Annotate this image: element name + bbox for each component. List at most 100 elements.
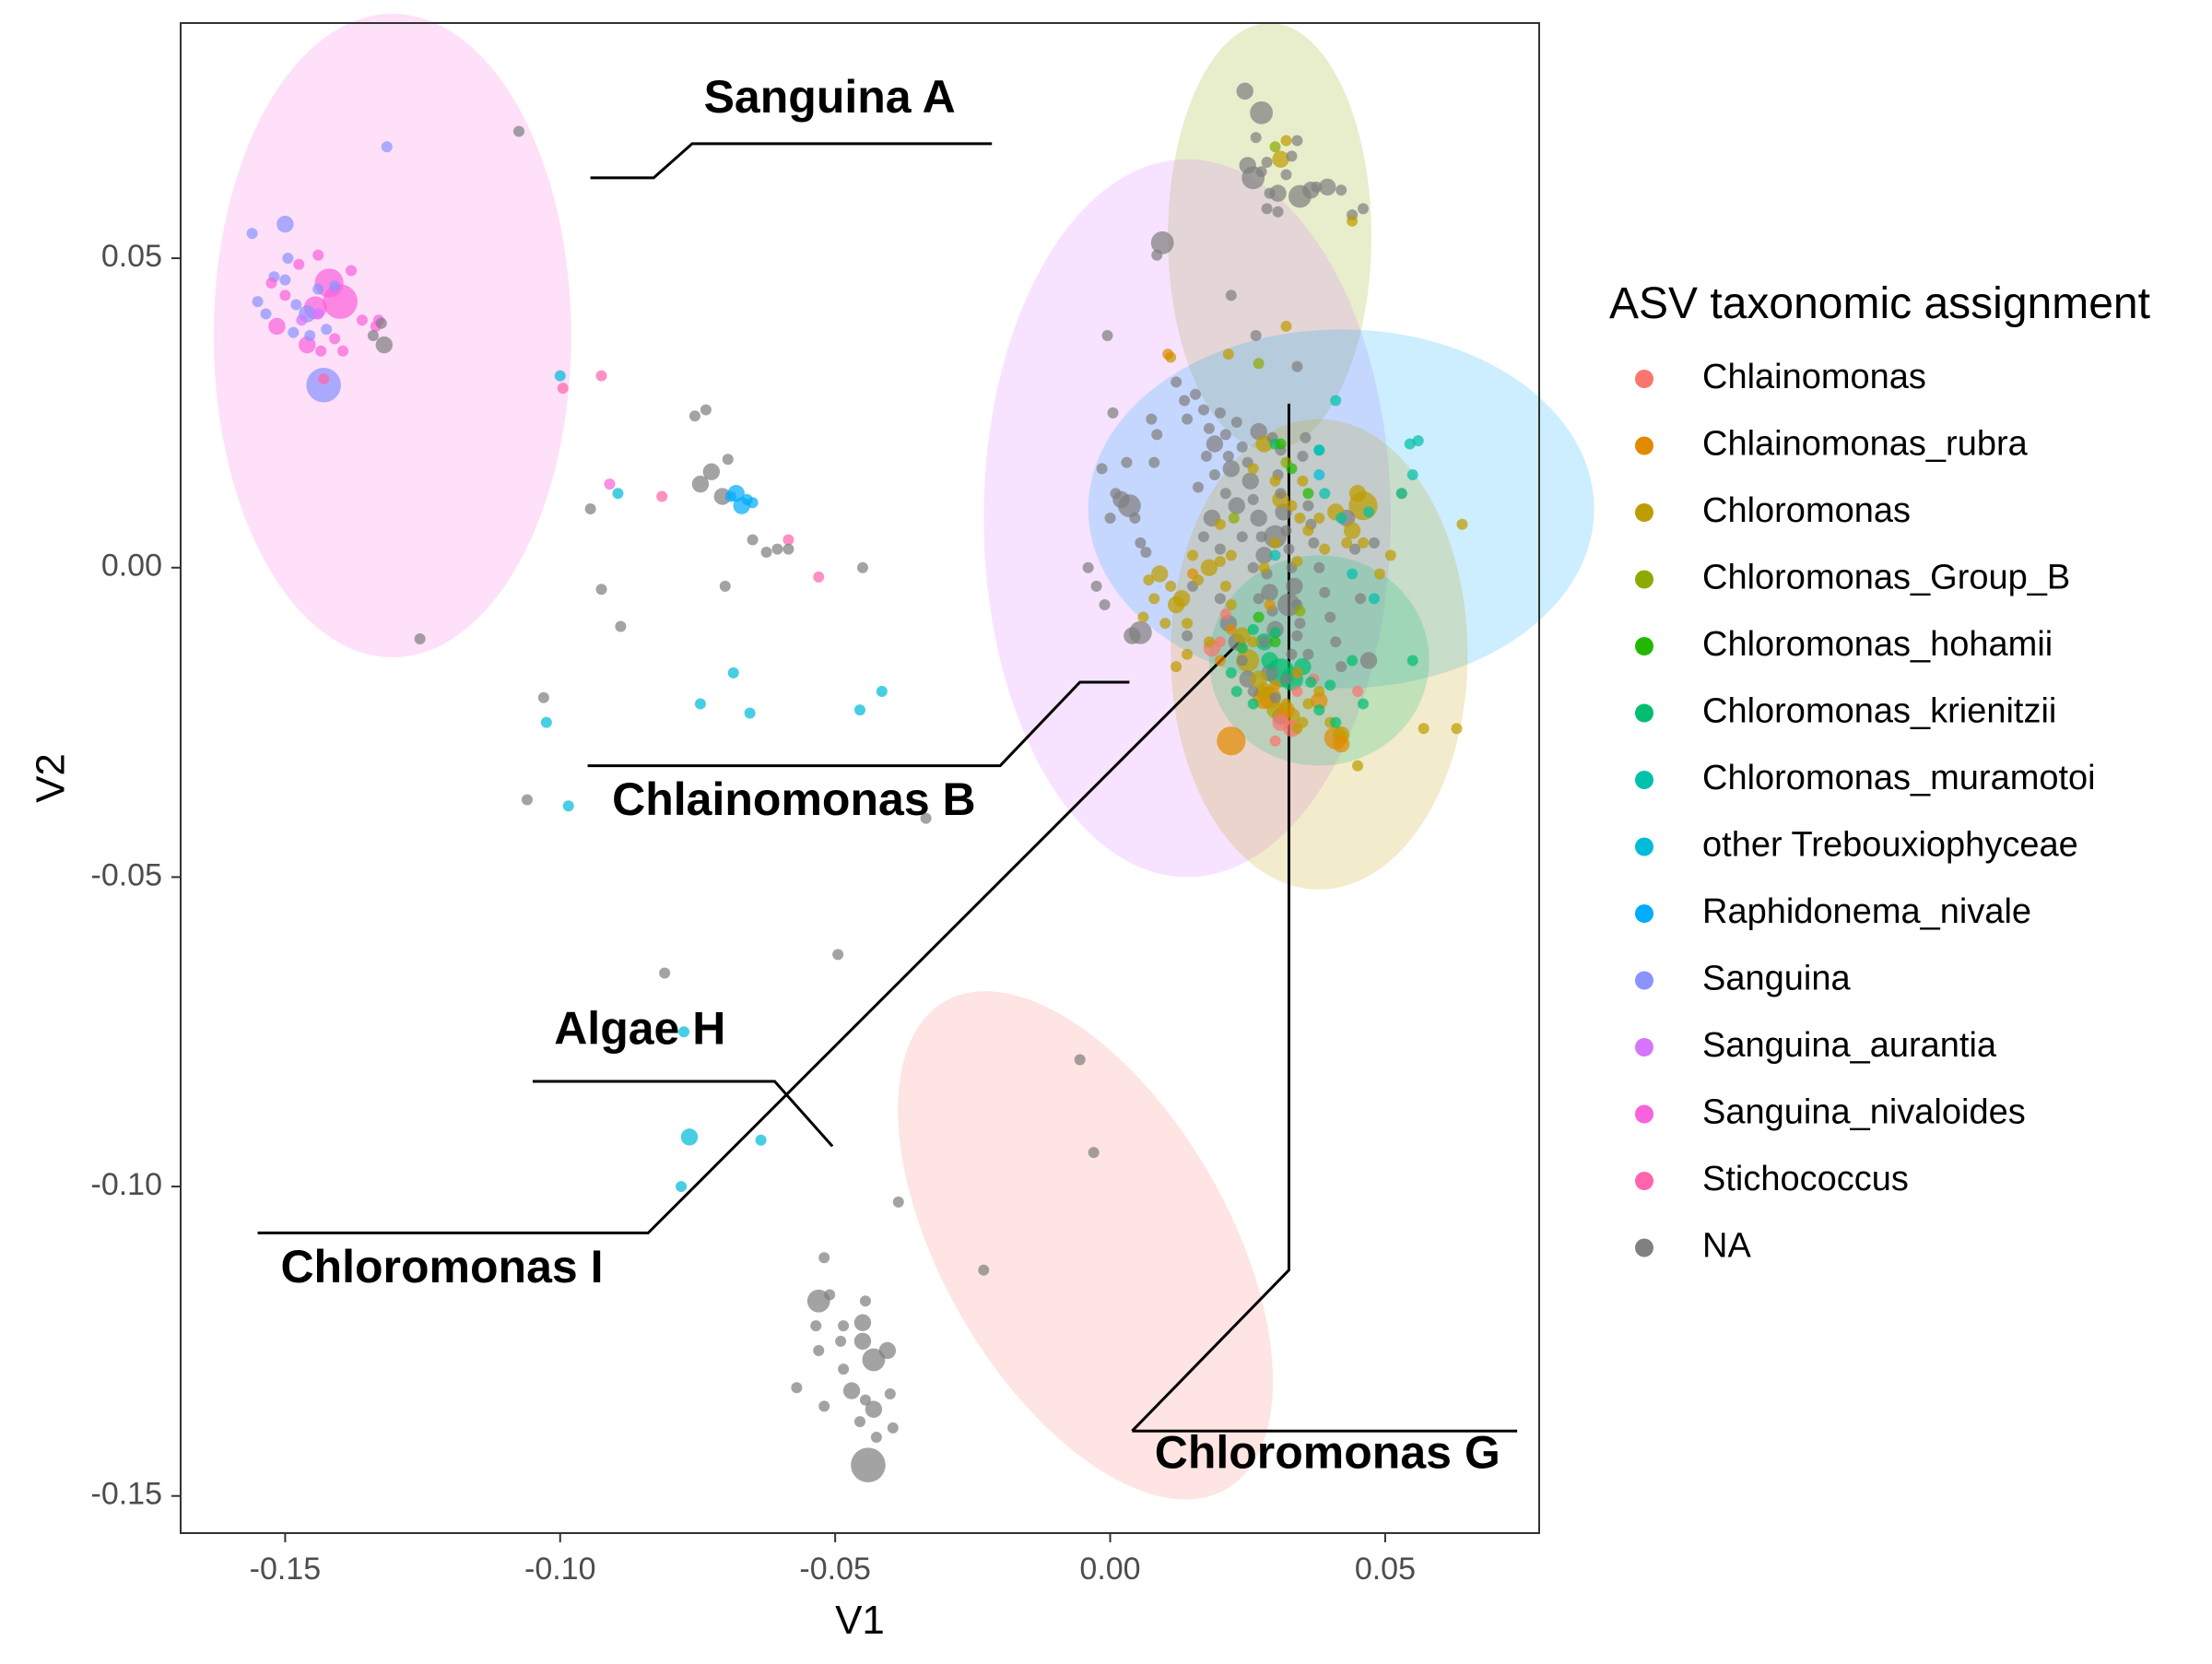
y-tick-label: 0.00 [101,549,162,584]
point-na [414,632,426,644]
point-chloromonas-hohamii [1302,488,1314,500]
point-chloromonas-krienitzii [1305,676,1317,688]
point-chloromonas [1222,348,1234,360]
legend-swatch [1635,436,1653,455]
point-chloromonas [1225,599,1237,611]
point-other-trebouxiophyceae [694,698,706,710]
point-na [1110,488,1122,500]
point-sanguina [290,299,302,311]
point-na [1335,661,1347,673]
point-sanguina-nivaloides [604,478,616,490]
point-na [878,1341,897,1360]
point-na [615,620,627,632]
point-chloromonas [1255,682,1273,701]
point-na [1255,531,1267,543]
x-axis-title: V1 [835,1598,885,1643]
point-sanguina-nivaloides [329,333,341,345]
point-na [1261,157,1273,169]
point-na [791,1382,803,1394]
point-chloromonas [1272,150,1289,168]
point-na [1294,618,1306,630]
point-na [842,1382,861,1399]
legend-label: Chloromonas_muramotoi [1702,759,2096,797]
point-sanguina [288,326,300,338]
point-chloromonas [1294,513,1306,525]
point-na [537,691,549,703]
legend-label: Stichococcus [1702,1160,1909,1198]
point-na [691,475,710,493]
point-na [1319,178,1336,196]
point-na [700,404,712,416]
point-na [1280,525,1292,537]
point-chlainomonas-rubra [1332,735,1350,753]
point-sanguina [381,141,393,153]
point-other-trebouxiophyceae [1313,469,1325,481]
point-na [1250,509,1267,527]
point-chloromonas-krienitzii [1406,655,1418,667]
point-sanguina-aurantia [312,308,324,320]
point-sanguina [282,253,294,265]
legend-swatch [1635,771,1653,789]
point-chloromonas [1297,475,1309,487]
x-tick-label: 0.05 [1355,1552,1416,1587]
point-na [838,1320,850,1332]
point-na [1225,289,1237,301]
point-chloromonas [1214,556,1226,568]
legend-label: Chloromonas [1702,491,1911,530]
point-na [824,1289,836,1301]
point-chloromonas [1269,537,1281,549]
point-na [1319,586,1331,598]
point-chloromonas [1233,627,1251,644]
point-raphidonema-nivale [747,497,759,509]
point-sanguina-aurantia [296,314,308,326]
point-na [1203,422,1215,434]
point-na [1146,413,1158,425]
point-na [1219,488,1231,500]
point-na [1311,181,1323,193]
point-na [1096,463,1108,475]
point-chloromonas [1319,543,1331,555]
point-chloromonas [1137,611,1149,623]
point-na [1151,429,1163,441]
legend-label: Chloromonas_krienitzii [1702,692,2056,731]
point-na [1283,543,1295,555]
point-other-trebouxiophyceae [562,800,574,812]
point-na [859,1394,871,1406]
point-na [595,584,607,596]
point-na [713,488,732,505]
point-na [1302,648,1314,660]
point-chloromonas [1280,698,1292,710]
legend-swatch [1635,1172,1653,1190]
point-chlainomonas-rubra [1217,726,1246,756]
point-na [870,1431,882,1443]
point-na [1197,531,1209,543]
point-sanguina [252,296,264,308]
point-sanguina [304,330,316,342]
point-na [1335,184,1347,196]
point-chlainomonas [1214,636,1226,648]
point-na [1247,561,1259,573]
point-na [584,502,596,514]
point-na [1355,593,1367,605]
point-chloromonas [1159,618,1171,630]
point-na [818,1400,830,1412]
point-chloromonas-hohamii [1253,611,1265,623]
y-tick-label: -0.05 [91,857,163,892]
point-chloromonas [1172,590,1191,608]
point-na [1182,413,1194,425]
point-na [1250,100,1274,124]
legend-label: Chlainomonas [1702,358,1926,396]
point-na [854,1416,865,1428]
axes: -0.15 -0.10 -0.05 0.00 0.05 -0.15 -0.10 -0.05 0.… [91,239,1417,1587]
leader-line-1 [590,142,993,180]
point-other-trebouxiophyceae [678,1026,690,1038]
point-chloromonas-krienitzii [1313,704,1325,716]
legend-swatch [1635,637,1653,655]
point-na [838,1363,850,1375]
point-other-trebouxiophyceae [680,1128,699,1146]
point-chloromonas [1347,215,1359,227]
point-na [1359,652,1378,669]
legend-label: Sanguina_aurantia [1702,1026,1997,1065]
point-chloromonas [1358,537,1370,549]
annotation-label: Sanguina A [704,71,956,123]
